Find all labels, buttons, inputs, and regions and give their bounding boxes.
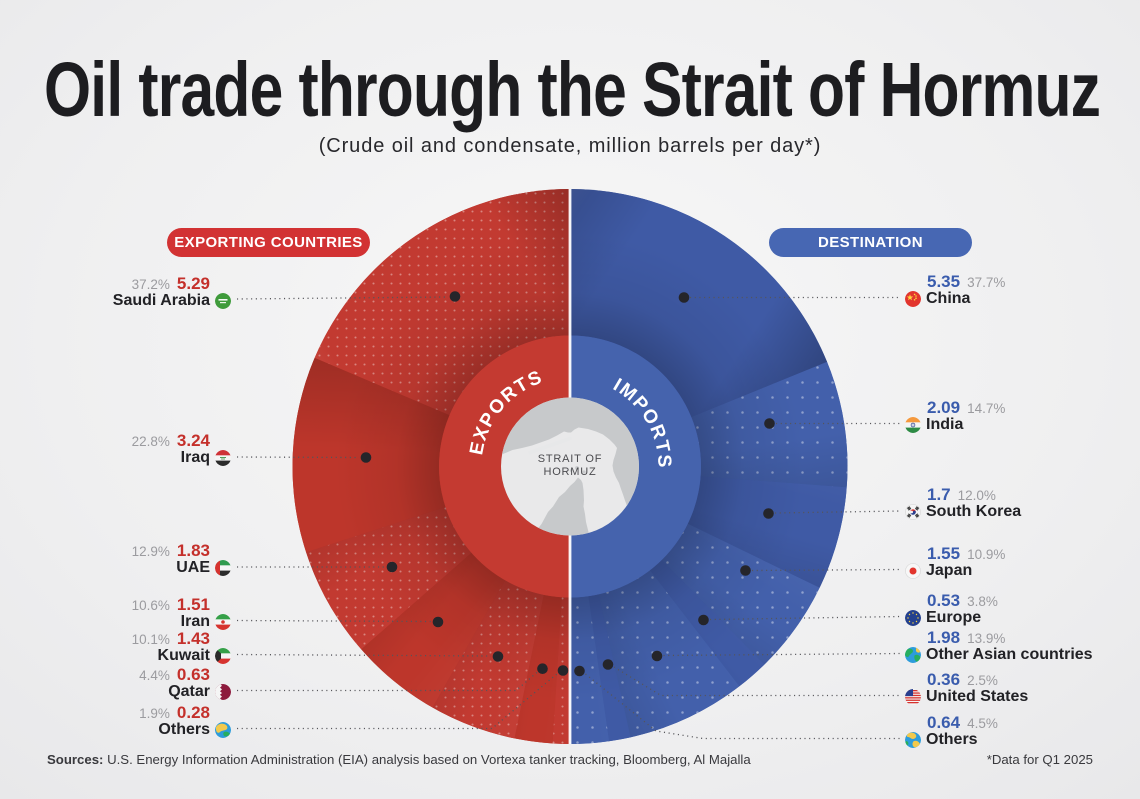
svg-text:STRAIT OF: STRAIT OF [538,453,602,465]
svg-text:HORMUZ: HORMUZ [543,466,596,478]
